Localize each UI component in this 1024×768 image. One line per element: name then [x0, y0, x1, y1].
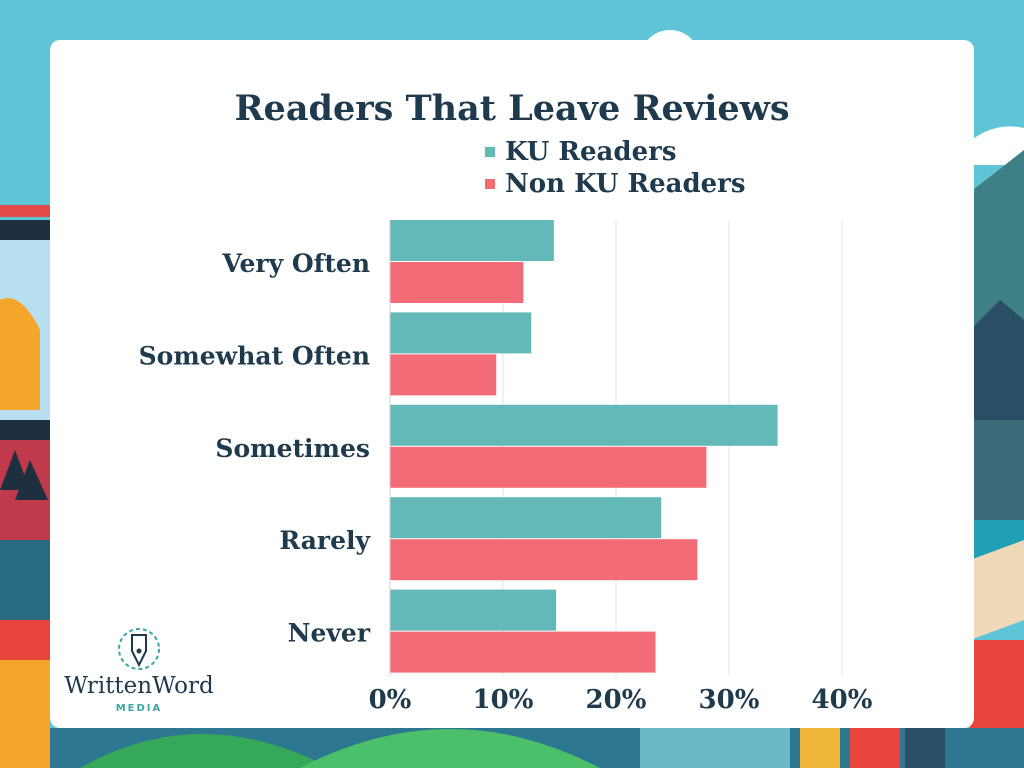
bar-ku — [390, 589, 557, 631]
category-label: Sometimes — [215, 434, 370, 463]
bar-nonku — [390, 354, 497, 396]
logo-name: WrittenWord — [64, 673, 214, 699]
x-tick-label: 10% — [473, 685, 534, 715]
bar-ku — [390, 404, 778, 446]
category-label: Rarely — [279, 526, 371, 555]
pen-nib-icon — [118, 628, 160, 670]
legend-swatch-ku — [485, 147, 495, 157]
x-tick-label: 20% — [586, 685, 647, 715]
x-tick-label: 0% — [369, 685, 412, 715]
bar-ku — [390, 220, 554, 261]
category-label: Somewhat Often — [139, 341, 370, 370]
x-tick-label: 40% — [812, 685, 873, 715]
bar-nonku — [390, 262, 524, 303]
x-tick-label: 30% — [699, 685, 760, 715]
bar-chart: 0% 10% 20% 30% 40% Very Often Somewhat Often So… — [139, 220, 873, 715]
bar-nonku — [390, 446, 707, 488]
legend-item-nonku: Non KU Readers — [485, 168, 746, 200]
category-label: Very Often — [221, 249, 370, 278]
bar-ku — [390, 497, 662, 539]
legend: KU Readers Non KU Readers — [485, 136, 746, 200]
legend-swatch-nonku — [485, 179, 495, 189]
legend-label-nonku: Non KU Readers — [505, 169, 746, 199]
writtenword-logo: WrittenWord MEDIA — [64, 625, 214, 715]
bar-nonku — [390, 539, 698, 581]
legend-item-ku: KU Readers — [485, 136, 746, 168]
bar-nonku — [390, 631, 656, 673]
logo-sub: MEDIA — [115, 703, 163, 714]
legend-label-ku: KU Readers — [505, 137, 677, 167]
bar-ku — [390, 312, 532, 354]
category-label: Never — [288, 619, 371, 648]
chart-card: Readers That Leave Reviews KU Readers No… — [50, 40, 974, 728]
chart-title: Readers That Leave Reviews — [234, 88, 790, 129]
